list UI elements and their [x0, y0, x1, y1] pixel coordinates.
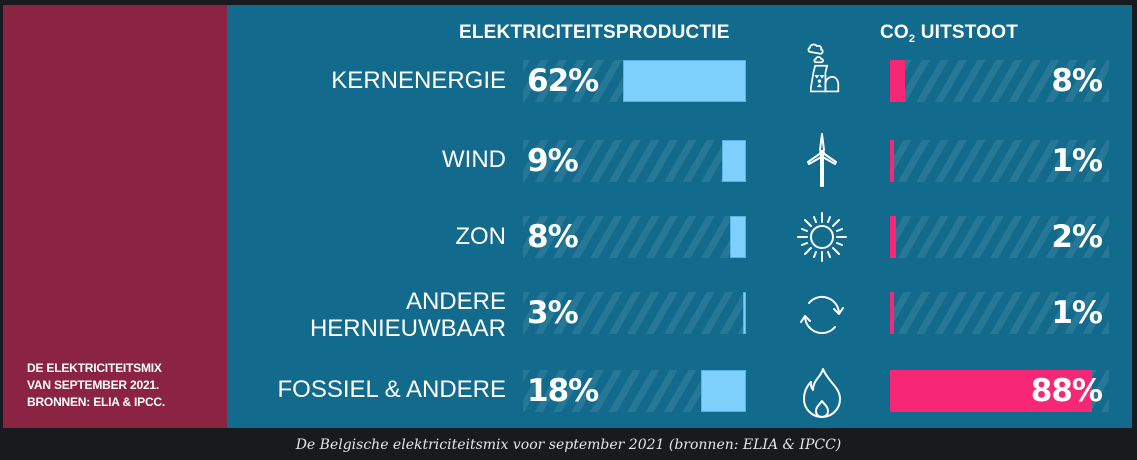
co2-header: CO2 UITSTOOT [880, 22, 1019, 45]
chart-panel: ELEKTRICITEITSPRODUCTIE CO2 UITSTOOT KER… [227, 5, 1132, 428]
side-panel: DE ELEKTRICITEITSMIX VAN SEPTEMBER 2021.… [3, 5, 227, 428]
nuclear-plant-icon [807, 43, 840, 93]
row-label-line: HERNIEUWBAAR [309, 315, 506, 342]
row-label-kernenergie: KERNENERGIE [331, 67, 506, 94]
figure-caption: De Belgische elektriciteitsmix voor sept… [295, 437, 842, 453]
production-header: ELEKTRICITEITSPRODUCTIE [459, 22, 730, 43]
side-note-line: DE ELEKTRICITEITSMIX [27, 361, 162, 375]
side-note-line: BRONNEN: ELIA & IPCC. [27, 395, 166, 409]
row-label-wind: WIND [442, 146, 506, 173]
co2-value: 2% [1051, 219, 1103, 255]
production-bar [743, 292, 746, 334]
side-note: DE ELEKTRICITEITSMIX VAN SEPTEMBER 2021.… [27, 360, 165, 411]
production-bar [623, 60, 746, 102]
row-label-zon: ZON [455, 223, 506, 250]
side-note-line: VAN SEPTEMBER 2021. [27, 378, 160, 392]
co2-value: 88% [1030, 373, 1103, 409]
production-track [523, 216, 746, 258]
recycle-arrows-icon [800, 295, 844, 335]
flame-icon [803, 368, 841, 418]
production-track [523, 370, 746, 412]
wind-turbine-icon [807, 133, 837, 187]
co2-track [890, 140, 1109, 182]
production-value: 18% [527, 373, 599, 409]
production-bar [722, 140, 746, 182]
production-bar [701, 370, 746, 412]
production-track [523, 60, 746, 102]
production-bar [730, 216, 746, 258]
co2-bar [890, 140, 894, 182]
production-track [523, 292, 746, 334]
co2-bar [890, 216, 896, 258]
row-label-fossiel-andere: FOSSIEL & ANDERE [277, 376, 506, 403]
sun-icon [797, 212, 847, 262]
co2-track [890, 292, 1109, 334]
co2-track [890, 370, 1109, 412]
production-value: 8% [527, 219, 579, 255]
row-label-line: ANDERE [405, 288, 506, 315]
co2-value: 1% [1051, 295, 1103, 331]
production-value: 3% [527, 295, 579, 331]
co2-bar [890, 60, 905, 102]
infographic: DE ELEKTRICITEITSMIX VAN SEPTEMBER 2021.… [3, 5, 1132, 428]
production-track [523, 140, 746, 182]
co2-value: 8% [1051, 63, 1103, 99]
co2-track [890, 216, 1109, 258]
co2-bar [890, 292, 894, 334]
co2-track [890, 60, 1109, 102]
production-value: 9% [527, 143, 579, 179]
row-label-andere-hernieuwbaar: ANDERE HERNIEUWBAAR [310, 288, 506, 342]
co2-value: 1% [1051, 143, 1103, 179]
production-value: 62% [527, 63, 599, 99]
co2-bar [890, 370, 1092, 412]
